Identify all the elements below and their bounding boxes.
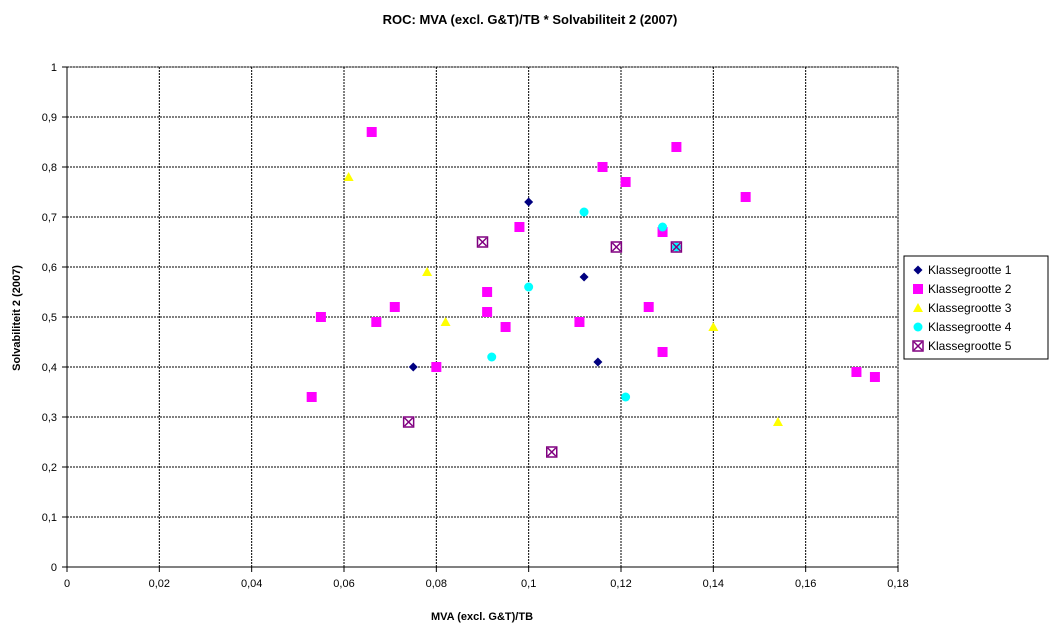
x-tick-label: 0,1 <box>521 578 536 590</box>
legend-label: Klassegrootte 3 <box>928 301 1012 315</box>
legend-marker <box>913 265 923 275</box>
data-point <box>579 207 589 217</box>
legend-marker <box>913 322 923 332</box>
data-point <box>546 446 558 458</box>
data-point <box>620 177 631 187</box>
data-point <box>524 282 534 292</box>
data-point <box>851 367 862 377</box>
data-point <box>514 222 525 232</box>
y-tick-label: 0,5 <box>42 312 57 324</box>
data-point <box>657 347 668 357</box>
series-5 <box>402 236 683 458</box>
legend-box <box>903 255 1049 360</box>
legend-item: Klassegrootte 2 <box>913 282 1012 296</box>
x-tick-label: 0,04 <box>241 578 262 590</box>
series-1 <box>408 197 603 372</box>
y-tick-label: 0,6 <box>42 262 57 274</box>
legend-label: Klassegrootte 2 <box>928 282 1012 296</box>
legend-item: Klassegrootte 3 <box>913 301 1012 315</box>
data-point <box>431 362 442 372</box>
legend-label: Klassegrootte 1 <box>928 263 1012 277</box>
series-2 <box>306 127 880 402</box>
x-tick-label: 0,06 <box>333 578 354 590</box>
data-point <box>610 241 623 253</box>
x-axis-label: MVA (excl. G&T)/TB <box>431 611 533 623</box>
data-point <box>500 322 511 332</box>
y-tick-label: 0 <box>51 562 57 574</box>
plot-area: 0 0,02 0,04 0,06 0,08 0,1 0,12 0,14 0,16 0,18 0 0,1… <box>42 62 909 590</box>
data-point <box>402 416 415 428</box>
data-point <box>597 162 608 172</box>
x-tick-label: 0,14 <box>703 578 724 590</box>
data-point <box>487 352 497 362</box>
data-point <box>482 287 493 297</box>
y-tick-label: 1 <box>51 62 57 74</box>
x-tick-label: 0 <box>64 578 70 590</box>
y-axis-label: Solvabiliteit 2 (2007) <box>11 265 23 371</box>
data-point <box>740 192 751 202</box>
y-tick-label: 0,8 <box>42 162 57 174</box>
legend-item: Klassegrootte 5 <box>912 339 1012 353</box>
x-tick-label: 0,08 <box>426 578 447 590</box>
legend: Klassegrootte 1 Klassegrootte 2 Klassegroo… <box>903 255 1049 360</box>
x-tick-label: 0,12 <box>610 578 631 590</box>
x-tick-label: 0,18 <box>887 578 908 590</box>
data-point <box>440 317 451 326</box>
data-point <box>671 142 682 152</box>
data-point <box>670 241 683 253</box>
data-point <box>408 362 418 372</box>
data-point <box>772 417 783 426</box>
data-point <box>579 272 589 282</box>
y-tick-label: 0,9 <box>42 112 57 124</box>
data-point <box>366 127 377 137</box>
legend-label: Klassegrootte 4 <box>928 320 1012 334</box>
legend-marker <box>913 303 923 312</box>
data-point <box>422 267 433 276</box>
data-point <box>343 172 354 181</box>
data-point <box>593 357 603 367</box>
y-tick-label: 0,7 <box>42 212 57 224</box>
legend-marker <box>913 284 923 294</box>
data-point <box>869 372 880 382</box>
y-tick-label: 0,2 <box>42 462 57 474</box>
legend-marker <box>912 340 924 352</box>
data-point <box>482 307 493 317</box>
data-point <box>389 302 400 312</box>
data-point <box>621 392 631 402</box>
data-point <box>574 317 585 327</box>
data-point <box>315 312 326 322</box>
series-3 <box>343 172 783 426</box>
data-point <box>476 236 489 248</box>
data-point <box>371 317 382 327</box>
x-tick-label: 0,16 <box>795 578 816 590</box>
y-tick-label: 0,1 <box>42 512 57 524</box>
y-tick-label: 0,4 <box>42 362 57 374</box>
data-point <box>657 227 668 237</box>
legend-item: Klassegrootte 1 <box>913 263 1012 277</box>
legend-label: Klassegrootte 5 <box>928 339 1012 353</box>
data-point <box>708 322 719 331</box>
data-point <box>306 392 317 402</box>
y-tick-label: 0,3 <box>42 412 57 424</box>
x-tick-label: 0,02 <box>149 578 170 590</box>
chart-title: ROC: MVA (excl. G&T)/TB * Solvabiliteit … <box>383 12 678 27</box>
data-point <box>524 197 534 207</box>
data-point <box>658 222 668 232</box>
data-point <box>643 302 654 312</box>
legend-item: Klassegrootte 4 <box>913 320 1012 334</box>
